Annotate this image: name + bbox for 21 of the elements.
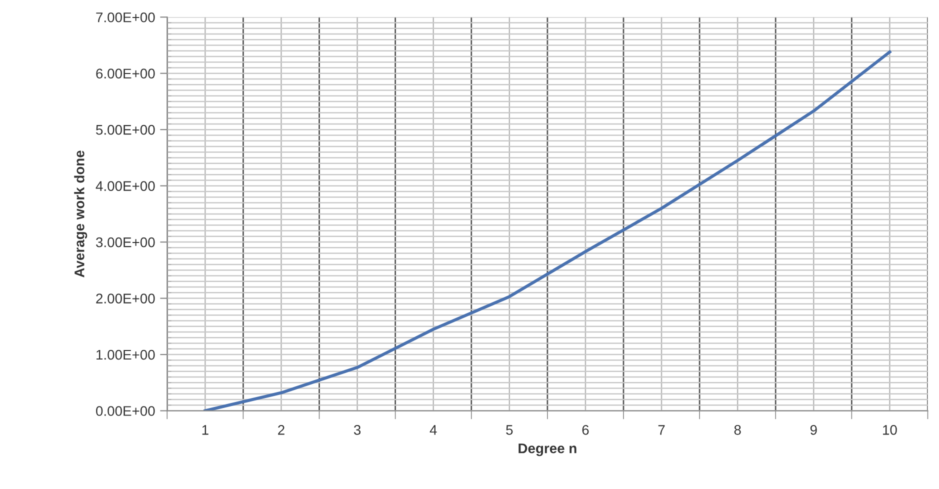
x-tick-label: 8	[734, 425, 741, 435]
x-tick-label: 5	[506, 425, 513, 435]
y-tick-label: 7.00E+00	[96, 12, 155, 22]
x-tick-label: 3	[354, 425, 361, 435]
x-tick-label: 9	[810, 425, 817, 435]
x-tick-label: 2	[278, 425, 284, 435]
x-axis-title: Degree n	[518, 444, 576, 456]
line-series	[204, 50, 892, 411]
y-tick-label: 2.00E+00	[96, 294, 155, 304]
x-tick-label: 4	[430, 425, 437, 435]
x-tick-label: 7	[658, 425, 665, 435]
y-tick-label: 1.00E+00	[96, 350, 155, 360]
y-tick-label: 6.00E+00	[96, 68, 155, 79]
y-tick-label: 4.00E+00	[96, 181, 155, 191]
y-tick-label: 5.00E+00	[96, 124, 155, 135]
x-tick-label: 1	[202, 425, 208, 435]
y-tick-label: 0.00E+00	[96, 406, 155, 416]
x-tick-label: 6	[582, 425, 589, 435]
x-tick-label: 10	[883, 425, 897, 435]
y-axis-title: Average work done	[74, 150, 88, 278]
y-tick-label: 3.00E+00	[96, 237, 155, 248]
